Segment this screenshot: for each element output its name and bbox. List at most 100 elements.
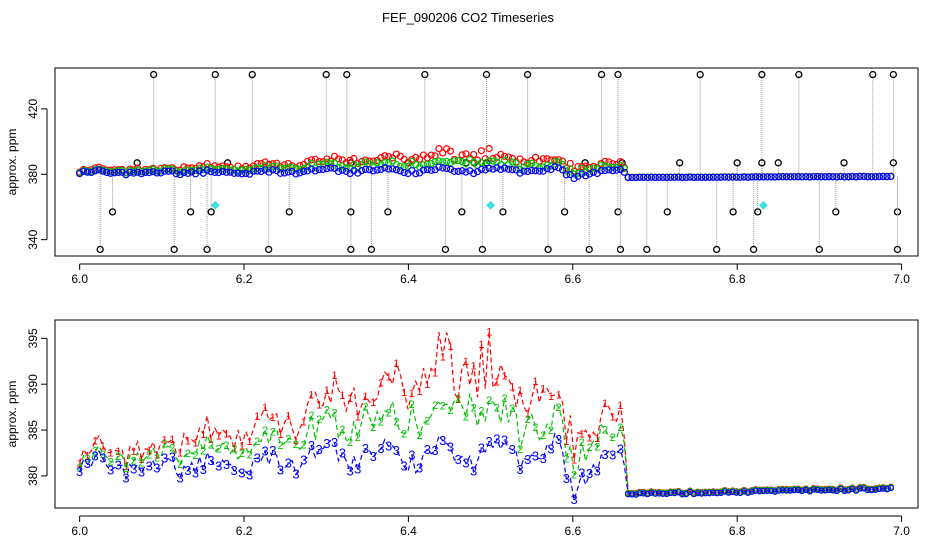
series-1-label: 1 <box>208 434 214 446</box>
series-3-point <box>435 163 443 171</box>
series-3-label: 3 <box>192 465 199 480</box>
series-2-point <box>446 158 455 167</box>
series-3-point <box>760 487 767 495</box>
series-3-point <box>775 487 783 494</box>
series-2-point <box>276 165 285 173</box>
series-3-label: 3 <box>300 452 307 467</box>
series-1-point <box>303 157 312 165</box>
series-1-label: 1 <box>169 434 175 446</box>
series-3-point <box>218 167 227 176</box>
series-3-point <box>508 166 516 174</box>
series-2-label: 2 <box>100 449 106 461</box>
series-3-point <box>184 169 192 177</box>
series-3-point <box>95 166 103 174</box>
series-1-point <box>311 155 319 163</box>
series-1-label: 1 <box>610 412 616 424</box>
spike-mid-low-point <box>108 208 117 216</box>
series-3-point <box>215 168 223 177</box>
series-2-label: 2 <box>556 402 562 414</box>
series-1-label: 1 <box>409 388 415 400</box>
series-3-point <box>829 487 837 494</box>
series-3-point <box>732 173 740 181</box>
series-3-label: 3 <box>169 450 176 465</box>
bottom-x-tick-label: 6.8 <box>729 524 746 538</box>
series-2-point <box>404 162 412 170</box>
series-2-label: 2 <box>123 463 129 475</box>
series-2-point <box>551 157 559 165</box>
series-2-point <box>458 158 466 166</box>
series-2-point <box>543 161 551 169</box>
series-3-point <box>470 169 478 178</box>
series-2-point <box>195 164 204 172</box>
series-3-label: 3 <box>470 464 477 479</box>
series-3-point <box>238 170 246 178</box>
series-3-point <box>698 490 705 497</box>
spike-mid-low-point <box>186 208 195 216</box>
chart-title: FEF_090206 CO2 Timeseries <box>382 10 554 25</box>
series-3-label: 3 <box>277 463 284 478</box>
series-2-label: 2 <box>77 462 83 474</box>
series-3-label: 3 <box>362 441 369 456</box>
series-1-label: 1 <box>617 400 623 412</box>
series-1-point <box>439 149 447 157</box>
series-3-point <box>624 173 632 182</box>
series-3-point <box>632 491 640 498</box>
series-2-label: 2 <box>301 439 307 451</box>
series-3-point <box>485 164 493 172</box>
series-1-label: 1 <box>138 454 144 466</box>
series-2-label: 2 <box>316 414 322 426</box>
series-3-point <box>740 488 748 495</box>
series-2-label: 2 <box>131 456 137 468</box>
series-3-point <box>849 485 856 493</box>
series-2-label: 2 <box>107 457 113 469</box>
series-3-point <box>520 167 528 175</box>
series-3-label: 3 <box>617 441 624 456</box>
spike-low-point <box>203 245 211 254</box>
top-x-tick-label: 6.8 <box>729 272 746 286</box>
series-2-label: 2 <box>370 422 376 434</box>
series-3-point <box>489 165 497 173</box>
series-1-label: 1 <box>177 447 183 459</box>
series-2-label: 2 <box>169 442 175 454</box>
series-1-point <box>539 155 547 163</box>
spike-mid-low-point <box>560 208 569 216</box>
series-2-label: 2 <box>502 393 508 405</box>
series-2-label: 2 <box>432 400 438 412</box>
series-3-point <box>377 165 385 174</box>
series-3-point <box>303 167 312 175</box>
spike-high-point <box>211 70 219 79</box>
series-3-label: 3 <box>486 434 493 449</box>
series-2-point <box>620 164 628 173</box>
series-3-point <box>493 164 501 172</box>
series-3-point <box>867 173 876 181</box>
spike-mid-low-point <box>754 208 762 216</box>
series-3-label: 3 <box>91 449 98 464</box>
series-3-point <box>180 168 188 177</box>
series-3-point <box>856 172 864 181</box>
series-3-label: 3 <box>578 465 585 480</box>
series-3-point <box>257 167 265 176</box>
series-3-point <box>837 172 845 181</box>
series-1-point <box>462 150 470 158</box>
series-1-point <box>435 145 443 153</box>
series-3-label: 3 <box>84 456 91 471</box>
series-2-label: 2 <box>517 444 523 456</box>
series-1-point <box>265 160 273 168</box>
series-3-point <box>728 173 737 181</box>
series-3-point <box>825 173 833 181</box>
series-1-label: 1 <box>339 390 345 402</box>
series-2-label: 2 <box>424 415 430 427</box>
series-3-label: 3 <box>601 447 608 462</box>
series-3-label: 3 <box>408 447 415 462</box>
series-3-point <box>744 173 752 181</box>
series-3-point <box>802 173 810 181</box>
series-1-label: 1 <box>370 397 376 409</box>
series-2-label: 2 <box>378 417 384 429</box>
series-2-point <box>489 157 497 165</box>
series-3-point <box>640 490 647 497</box>
series-1-label: 1 <box>440 352 446 364</box>
series-3-label: 3 <box>261 443 268 458</box>
series-3-point <box>721 488 728 495</box>
series-3-label: 3 <box>308 438 315 453</box>
series-1-point <box>327 157 335 165</box>
